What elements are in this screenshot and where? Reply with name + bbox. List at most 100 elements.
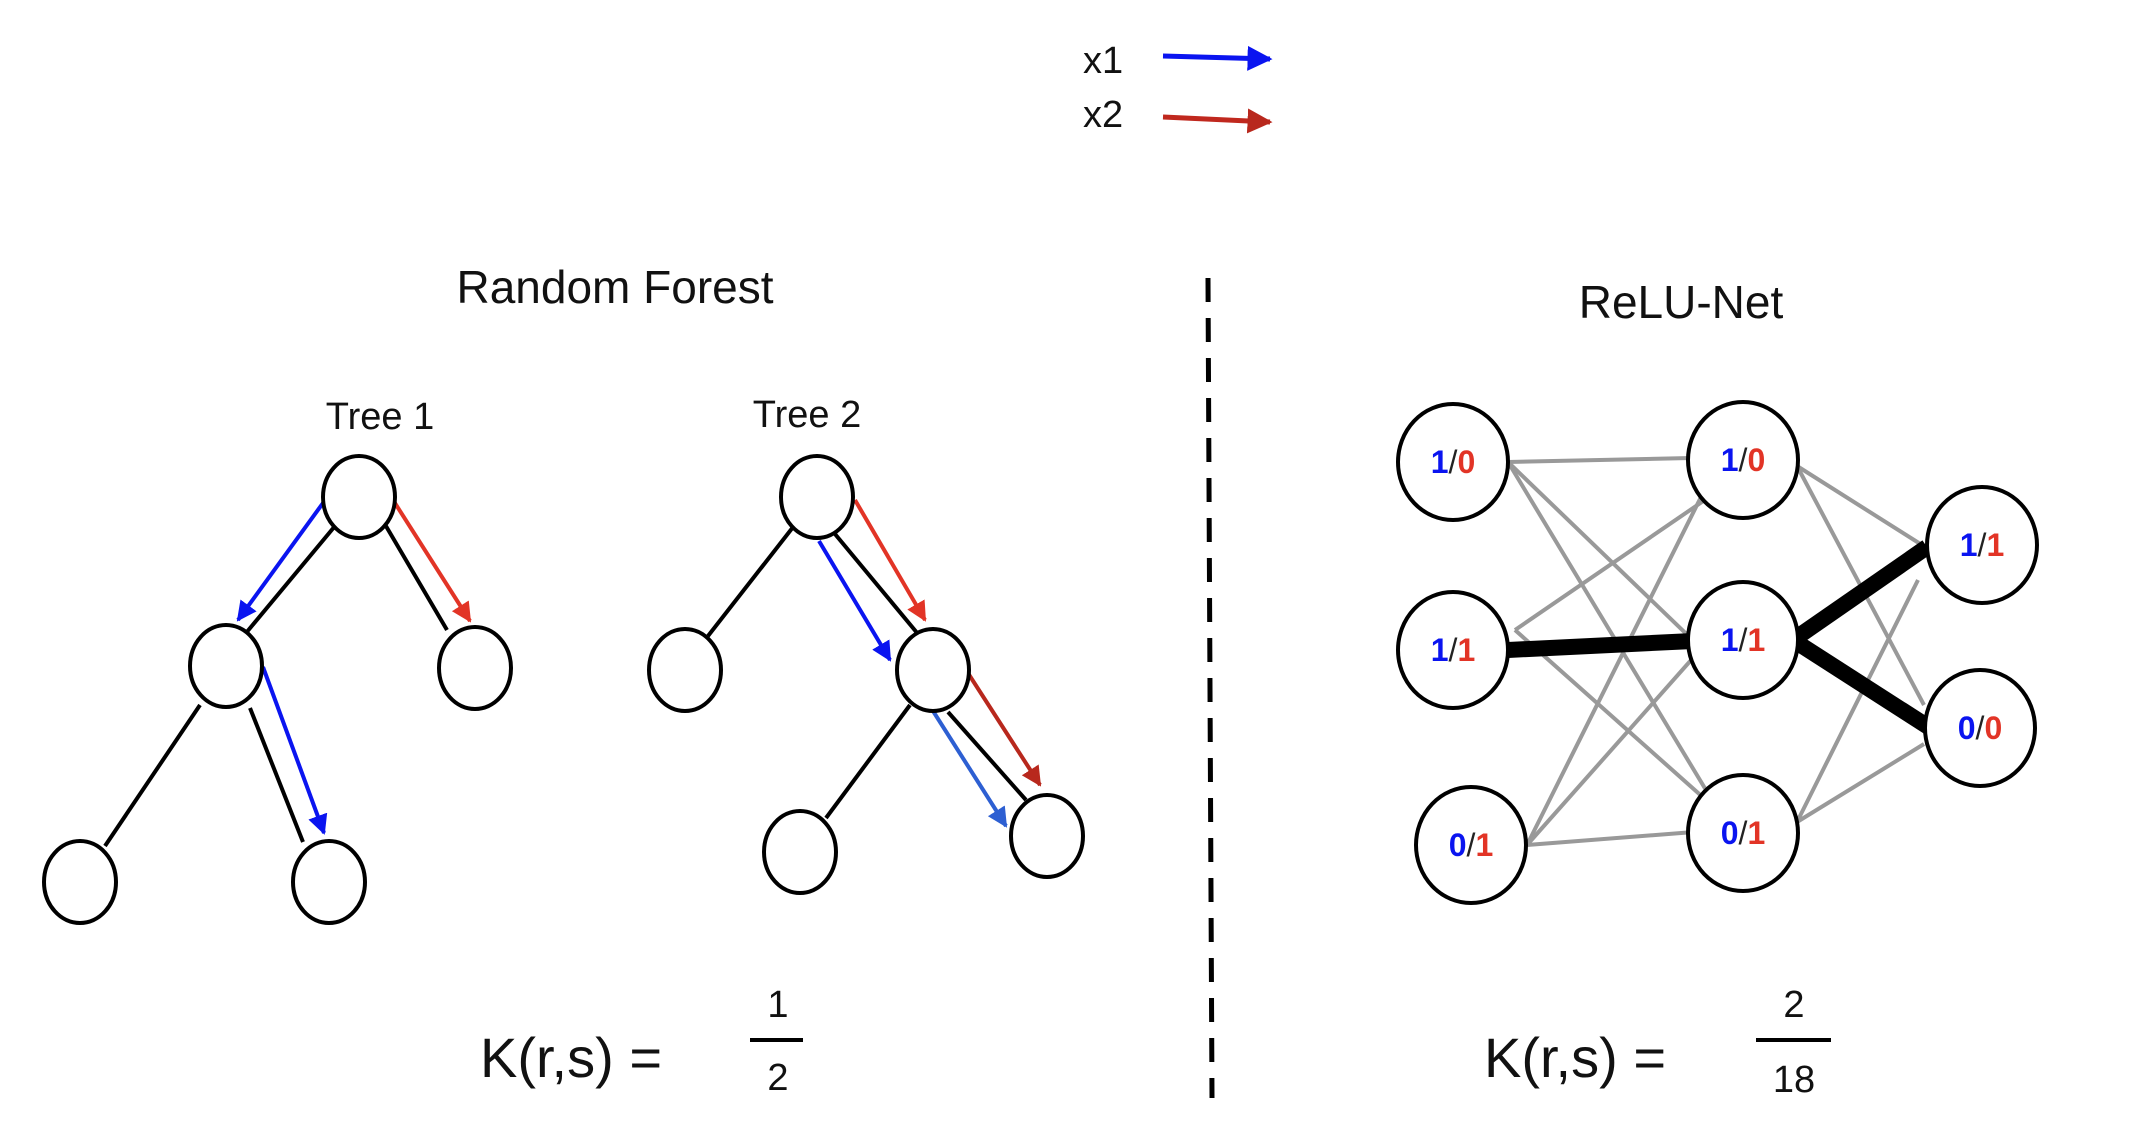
node-separator: / (1978, 527, 1987, 563)
connection (1513, 628, 1708, 802)
random-forest-title: Random Forest (456, 261, 773, 313)
highlighted-connection (1788, 540, 1932, 647)
node-x2-value: 1 (1475, 827, 1493, 863)
tree-edge (946, 710, 1028, 802)
network-node-circle (1923, 668, 2037, 788)
tree-1-edges (103, 518, 449, 848)
network-connections (1506, 456, 1926, 847)
tree-node-leaf (1009, 793, 1085, 879)
relu-net-title: ReLU-Net (1579, 276, 1784, 328)
tree-node-leaf (291, 839, 367, 925)
tree-2-nodes (647, 454, 1085, 895)
node-x1-value: 1 (1721, 622, 1739, 658)
relu-net-kernel: K(r,s) = 2 18 (1484, 984, 1831, 1101)
connection (1795, 579, 1920, 823)
node-x1-value: 0 (1721, 815, 1739, 851)
panel-divider (1205, 277, 1215, 1099)
network-node-label: 0/1 (1721, 815, 1765, 851)
legend-item-x1: x1 (1083, 40, 1273, 82)
node-separator: / (1449, 444, 1458, 480)
network-node-circle (1925, 485, 2039, 605)
tree-edge (828, 526, 920, 636)
x1-path-arrow (236, 501, 325, 622)
kernel-numerator: 2 (1783, 984, 1804, 1026)
tree-edge (103, 703, 202, 848)
network-node: 1/1 (1686, 580, 1800, 700)
tree-1-label: Tree 1 (326, 396, 434, 438)
x1-path-arrow (261, 666, 328, 835)
x2-path-arrow (391, 498, 472, 623)
network-node-label: 0/0 (1958, 710, 2002, 746)
node-separator: / (1739, 442, 1748, 478)
tree-edge (824, 703, 912, 820)
tree-node-root (321, 454, 397, 540)
network-node-circle (1396, 402, 1510, 522)
tree-edge (244, 518, 342, 635)
connection (1526, 830, 1695, 847)
x2-path-arrow (964, 668, 1042, 787)
network-node-label: 1/0 (1721, 442, 1765, 478)
tree-edge (381, 519, 449, 632)
tree-node (895, 627, 971, 713)
network-node: 1/1 (1925, 485, 2039, 605)
node-x1-value: 1 (1721, 442, 1739, 478)
highlighted-path (1507, 540, 1935, 735)
connection (1795, 742, 1926, 824)
network-node: 0/1 (1414, 785, 1528, 905)
connection (1506, 460, 1705, 652)
node-x2-value: 0 (1457, 444, 1475, 480)
node-x2-value: 1 (1747, 815, 1765, 851)
node-separator: / (1467, 827, 1476, 863)
node-x2-value: 1 (1986, 527, 2004, 563)
network-node-label: 1/0 (1431, 444, 1475, 480)
connection (1525, 492, 1705, 846)
network-node-circle (1414, 785, 1528, 905)
tree-node-root (779, 454, 855, 540)
node-separator: / (1449, 632, 1458, 668)
random-forest-panel: Random Forest Tree 1 Tree 2 (42, 261, 1085, 1099)
node-x1-value: 1 (1431, 632, 1449, 668)
node-separator: / (1739, 622, 1748, 658)
network-node-label: 0/1 (1449, 827, 1493, 863)
connection (1795, 464, 1924, 547)
node-x2-value: 1 (1457, 632, 1475, 668)
kernel-lhs: K(r,s) = (1484, 1026, 1666, 1089)
network-node: 1/0 (1396, 402, 1510, 522)
network-node-circle (1686, 400, 1800, 520)
legend-arrow-x2 (1162, 108, 1273, 134)
x1-path-arrow (817, 539, 892, 662)
tree-node-leaf (647, 627, 723, 713)
node-x1-value: 0 (1449, 827, 1467, 863)
network-node: 1/1 (1396, 590, 1510, 710)
legend: x1 x2 (1083, 40, 1273, 136)
network-node-circle (1686, 773, 1800, 893)
kernel-denominator: 2 (767, 1057, 788, 1099)
tree-1: Tree 1 (42, 396, 513, 925)
node-separator: / (1976, 710, 1985, 746)
tree-2: Tree 2 (647, 394, 1085, 895)
highlighted-connection (1788, 633, 1935, 735)
node-x2-value: 0 (1747, 442, 1765, 478)
node-x1-value: 0 (1958, 710, 1976, 746)
tree-node-leaf (762, 809, 838, 895)
kernel-numerator: 1 (767, 984, 788, 1026)
connection (1507, 456, 1692, 464)
tree-node (188, 623, 264, 709)
random-forest-kernel: K(r,s) = 1 2 (480, 984, 803, 1099)
network-node-label: 1/1 (1431, 632, 1475, 668)
tree-2-edges (706, 520, 1028, 820)
node-x2-value: 0 (1984, 710, 2002, 746)
legend-item-x2: x2 (1083, 94, 1273, 136)
network-node: 1/0 (1686, 400, 1800, 520)
connection (1525, 648, 1702, 847)
node-x1-value: 1 (1431, 444, 1449, 480)
node-x2-value: 1 (1747, 622, 1765, 658)
kernel-lhs: K(r,s) = (480, 1026, 662, 1089)
network-node-label: 1/1 (1960, 527, 2004, 563)
network-node-circle (1396, 590, 1510, 710)
tree-2-label: Tree 2 (753, 394, 861, 436)
tree-1-nodes (42, 454, 513, 925)
network-nodes: 1/01/10/11/01/10/11/10/0 (1396, 400, 2039, 905)
network-node-label: 1/1 (1721, 622, 1765, 658)
